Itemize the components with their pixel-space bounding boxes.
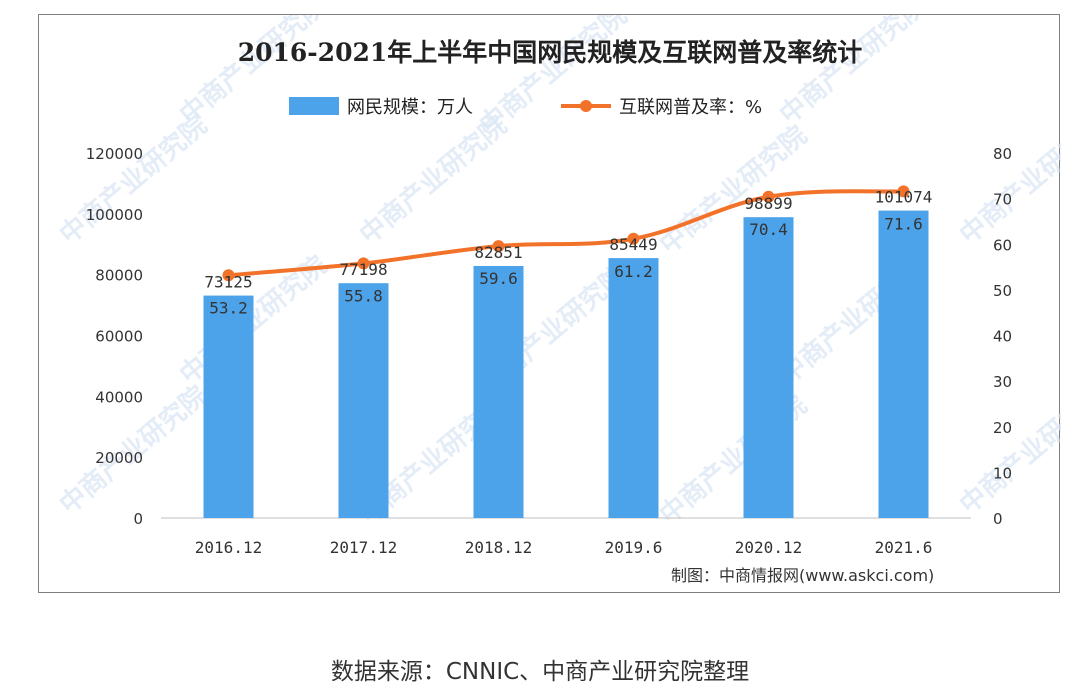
y-right-tick-label: 30 [993, 373, 1012, 391]
bar-value-label: 101074 [875, 188, 933, 207]
bar-value-label: 85449 [609, 235, 657, 254]
line-value-label: 55.8 [344, 286, 383, 305]
y-left-tick-label: 60000 [95, 328, 143, 346]
y-left-tick-label: 120000 [86, 145, 143, 163]
bar-value-label: 82851 [474, 243, 522, 262]
x-tick-label: 2020.12 [735, 538, 802, 557]
watermark-text: 中商产业研究院 [54, 110, 213, 251]
bar [743, 217, 794, 519]
chart-frame: 中商产业研究院 中商产业研究院 中商产业研究院 中商产业研究院 中商产业研究院 中商产业研… [38, 14, 1061, 593]
data-labels: 73125 77198 82851 85449 98899 101074 53.2 55.8 5… [204, 188, 932, 318]
y-right-tick-label: 80 [993, 145, 1012, 163]
line-point [492, 240, 505, 253]
bar-value-label: 77198 [339, 260, 387, 279]
bar [878, 210, 929, 518]
y-left-tick-label: 20000 [95, 449, 143, 467]
x-tick-label: 2017.12 [330, 538, 397, 557]
line-value-label: 61.2 [614, 262, 653, 281]
y-right-tick-label: 10 [993, 464, 1012, 482]
legend-line-label: 互联网普及率：% [619, 97, 762, 118]
line-point [762, 190, 775, 203]
x-tick-label: 2019.6 [605, 538, 663, 557]
line-series [222, 185, 910, 282]
legend: 网民规模：万人 互联网普及率：% [289, 97, 762, 118]
y-left-tick-label: 0 [133, 510, 143, 528]
line-point [357, 257, 370, 270]
legend-bar-swatch [289, 97, 339, 115]
watermark-text: 中商产业研究院 [354, 110, 513, 251]
line-point [222, 269, 235, 282]
bar [473, 265, 524, 518]
y-right-tick-label: 70 [993, 191, 1012, 209]
bar [338, 283, 389, 518]
axes: 0 20000 40000 60000 80000 100000 120000 0 10 20 30… [86, 145, 1012, 557]
y-left-tick-label: 40000 [95, 388, 143, 406]
legend-line-marker [580, 100, 592, 112]
y-right-tick-label: 60 [993, 236, 1012, 254]
watermark-text: 中商产业研究院 [774, 15, 933, 130]
line-value-label: 53.2 [209, 298, 248, 317]
bar-series [203, 210, 929, 519]
bar-value-label: 73125 [204, 273, 252, 292]
bar [608, 258, 659, 518]
x-tick-label: 2016.12 [195, 538, 262, 557]
watermark-text: 中商产业研究院 [954, 110, 1061, 251]
x-tick-label: 2018.12 [465, 538, 532, 557]
bar [203, 295, 254, 518]
y-left-tick-label: 100000 [86, 206, 143, 224]
y-right-tick-label: 20 [993, 419, 1012, 437]
legend-bar-label: 网民规模：万人 [347, 97, 473, 118]
y-right-tick-label: 40 [993, 328, 1012, 346]
y-left-tick-label: 80000 [95, 267, 143, 285]
chart-title: 2016-2021年上半年中国网民规模及互联网普及率统计 [238, 38, 863, 67]
line-point [897, 185, 910, 198]
line-path [228, 189, 904, 278]
y-right-tick-label: 0 [993, 510, 1003, 528]
y-right-tick-label: 50 [993, 282, 1012, 300]
line-value-label: 70.4 [749, 220, 788, 239]
bar-value-label: 98899 [744, 194, 792, 213]
x-tick-label: 2021.6 [875, 538, 933, 557]
line-value-label: 59.6 [479, 269, 518, 288]
watermark-text: 中商产业研究院 [954, 380, 1061, 521]
line-point [627, 232, 640, 245]
chart-credit: 制图：中商情报网(www.askci.com) [671, 566, 935, 585]
line-value-label: 71.6 [884, 214, 923, 233]
source-note: 数据来源：CNNIC、中商产业研究院整理 [330, 659, 750, 685]
